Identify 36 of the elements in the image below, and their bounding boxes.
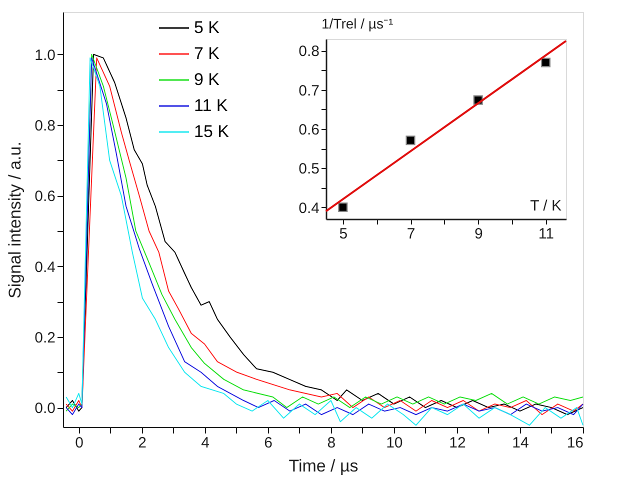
- x-tick-label: 14: [512, 434, 529, 452]
- legend-label: 5 K: [194, 18, 220, 37]
- x-tick-label: 0: [75, 434, 84, 452]
- x-tick-label: 8: [327, 434, 336, 452]
- y-tick-label: 0.8: [34, 118, 56, 135]
- x-axis-title: T / K: [530, 198, 562, 214]
- point: [540, 58, 550, 68]
- legend-label: 15 K: [194, 122, 230, 141]
- point: [338, 202, 348, 212]
- x-tick-label: 11: [538, 226, 554, 242]
- x-tick-label: 9: [474, 226, 483, 242]
- y-tick-label: 0.5: [298, 160, 320, 178]
- x-tick-label: 16: [566, 434, 584, 452]
- y-tick-label: 0.6: [298, 122, 320, 138]
- y-tick-label: 0.4: [298, 200, 320, 217]
- point: [406, 136, 416, 146]
- x-axis-title: Time / µs: [288, 456, 358, 476]
- y-tick-label: 0.0: [34, 400, 56, 418]
- x-tick-label: 12: [449, 434, 466, 452]
- x-tick-label: 2: [138, 434, 146, 452]
- legend-label: 7 K: [194, 44, 220, 63]
- x-tick-label: 7: [406, 226, 416, 242]
- y-tick-label: 1.0: [34, 46, 56, 64]
- x-tick-label: 10: [386, 434, 403, 452]
- y-tick-label: 0.8: [298, 43, 320, 60]
- y-axis-title: Signal intensity / a.u.: [6, 142, 25, 298]
- x-tick-label: 6: [264, 434, 273, 452]
- y-axis-title: 1/Trel / µs⁻¹: [322, 16, 394, 32]
- y-tick-label: 0.7: [298, 82, 320, 100]
- x-tick-label: 5: [339, 226, 348, 242]
- x-tick-label: 4: [201, 434, 210, 452]
- legend-label: 11 K: [194, 96, 228, 115]
- legend-label: 9 K: [194, 70, 220, 89]
- y-tick-label: 0.6: [34, 188, 56, 206]
- y-tick-label: 0.2: [34, 329, 56, 346]
- y-tick-label: 0.4: [34, 258, 56, 276]
